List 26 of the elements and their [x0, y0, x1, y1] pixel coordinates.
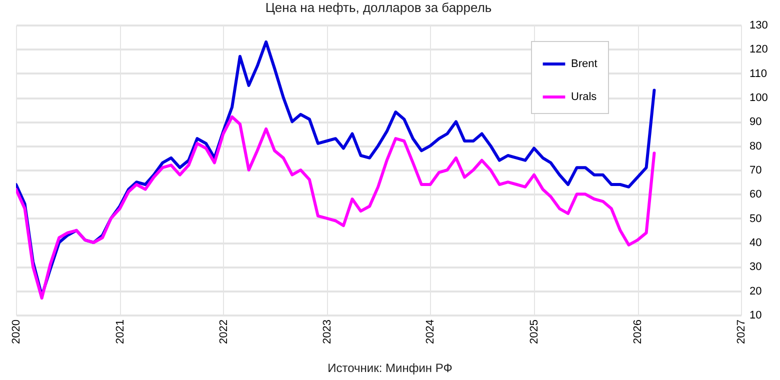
x-tick-label: 2024: [424, 320, 437, 344]
legend-label: Urals: [571, 91, 598, 103]
chart-title: Цена на нефть, долларов за баррель: [265, 0, 492, 15]
y-tick-label: 120: [750, 44, 768, 56]
x-tick-label: 2026: [632, 320, 644, 344]
x-tick-label: 2027: [736, 320, 748, 344]
y-tick-label: 100: [750, 92, 768, 104]
y-tick-label: 50: [750, 212, 762, 225]
legend-label: Brent: [571, 58, 598, 70]
x-tick-label: 2020: [10, 320, 22, 344]
x-tick-label: 2023: [321, 320, 334, 344]
y-tick-label: 80: [750, 140, 762, 152]
x-tick-label: 2021: [114, 320, 126, 344]
y-tick-label: 130: [750, 20, 768, 32]
y-tick-label: 40: [750, 237, 762, 249]
y-tick-label: 110: [750, 68, 768, 80]
y-tick-label: 90: [750, 116, 762, 128]
y-tick-label: 20: [750, 285, 762, 298]
line-series: [16, 115, 656, 300]
y-tick-label: 10: [750, 310, 762, 322]
y-tick-label: 60: [750, 188, 762, 201]
text: Источник: Минфин РФ: [326, 360, 454, 376]
x-tick-label: 2022: [218, 320, 230, 344]
y-tick-label: 30: [750, 261, 762, 274]
y-tick-label: 70: [750, 164, 762, 176]
x-tick-label: 2025: [528, 320, 541, 344]
